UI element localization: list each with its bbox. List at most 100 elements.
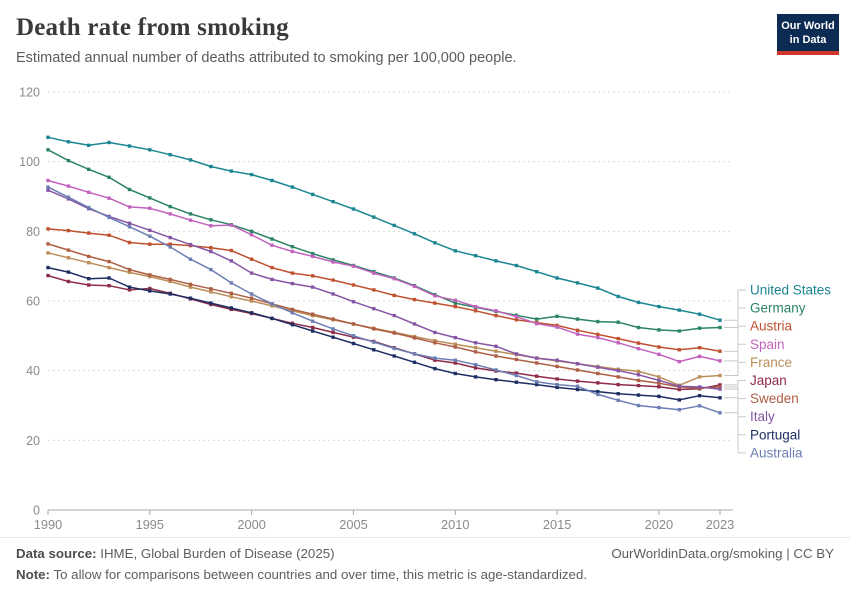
point-italy-2004	[331, 292, 335, 296]
point-france-1991	[66, 256, 71, 260]
point-italy-2012	[494, 344, 498, 348]
point-spain-2023	[718, 359, 722, 363]
point-united-states-2004	[331, 200, 335, 204]
legend-label-japan[interactable]: Japan	[750, 373, 787, 388]
point-japan-2009	[433, 358, 437, 362]
point-italy-1994	[127, 221, 132, 225]
point-portugal-2015	[555, 385, 559, 390]
line-series-sweden[interactable]	[47, 243, 721, 389]
point-united-states-1993	[107, 140, 111, 145]
point-austria-1992	[87, 231, 91, 235]
point-sweden-1999	[229, 291, 233, 295]
line-series-germany[interactable]	[47, 149, 721, 332]
point-austria-2002	[290, 271, 295, 275]
x-tick-label-1995: 1995	[136, 517, 164, 532]
line-series-italy[interactable]	[47, 189, 721, 390]
point-italy-2017	[596, 365, 600, 369]
point-sweden-2000	[249, 296, 254, 300]
point-portugal-2019	[636, 393, 641, 397]
owid-cc-link[interactable]: OurWorldinData.org/smoking | CC BY	[611, 546, 834, 561]
point-italy-2003	[311, 285, 315, 289]
note-value: To allow for comparisons between countri…	[49, 567, 588, 582]
legend-label-spain[interactable]: Spain	[750, 337, 785, 352]
page-title: Death rate from smoking	[16, 14, 289, 41]
owid-logo[interactable]: Our World in Data	[777, 14, 839, 55]
point-austria-1995	[148, 242, 152, 246]
point-germany-2010	[453, 301, 457, 305]
point-spain-2007	[392, 277, 396, 281]
x-tick-label-2010: 2010	[441, 517, 469, 532]
point-spain-2006	[372, 271, 376, 275]
note-label: Note:	[16, 567, 50, 582]
point-portugal-2013	[514, 380, 519, 384]
line-series-portugal[interactable]	[47, 266, 721, 401]
legend-label-sweden[interactable]: Sweden	[750, 391, 799, 406]
point-spain-2017	[596, 335, 600, 340]
point-portugal-1992	[87, 277, 91, 281]
line-series-austria[interactable]	[47, 228, 721, 352]
point-australia-2013	[514, 373, 519, 378]
point-germany-2001	[270, 237, 274, 241]
point-portugal-2011	[473, 375, 478, 379]
point-australia-2014	[535, 380, 539, 384]
point-spain-2010	[453, 298, 457, 302]
point-italy-2014	[535, 356, 539, 360]
line-series-united-states[interactable]	[47, 136, 721, 321]
point-portugal-2010	[453, 371, 457, 376]
legend-leader-germany	[724, 307, 746, 328]
point-spain-2000	[249, 233, 254, 237]
point-united-states-1999	[229, 169, 233, 173]
legend-label-united-states[interactable]: United States	[750, 283, 831, 298]
point-sweden-1995	[148, 273, 152, 277]
point-austria-2019	[636, 341, 641, 345]
point-australia-2011	[473, 363, 478, 367]
point-sweden-2009	[433, 341, 437, 345]
point-japan-1991	[66, 279, 71, 284]
point-australia-1997	[188, 257, 193, 261]
point-portugal-2004	[331, 335, 335, 339]
point-italy-2011	[473, 341, 478, 345]
point-japan-2014	[535, 374, 539, 378]
legend-label-germany[interactable]: Germany	[750, 301, 806, 316]
x-tick-label-2015: 2015	[543, 517, 571, 532]
page-subtitle: Estimated annual number of deaths attrib…	[16, 50, 517, 66]
point-sweden-2007	[392, 331, 396, 335]
legend-label-australia[interactable]: Australia	[750, 445, 803, 460]
point-spain-2014	[535, 321, 539, 326]
point-austria-2023	[718, 349, 722, 353]
line-series-australia[interactable]	[47, 186, 721, 414]
line-series-spain[interactable]	[47, 179, 721, 363]
point-spain-1998	[209, 224, 213, 228]
point-spain-1991	[66, 184, 71, 188]
legend-label-portugal[interactable]: Portugal	[750, 427, 800, 442]
point-austria-1990	[46, 227, 50, 231]
point-portugal-2014	[535, 382, 539, 387]
point-spain-2013	[514, 315, 519, 319]
point-austria-2006	[372, 288, 376, 292]
point-portugal-1994	[127, 285, 132, 289]
y-tick-label-120: 120	[19, 86, 40, 100]
point-sweden-2013	[514, 357, 519, 362]
point-portugal-2012	[494, 378, 498, 382]
point-austria-1993	[107, 233, 111, 237]
legend-label-france[interactable]: France	[750, 355, 792, 370]
point-australia-2000	[249, 292, 254, 296]
point-sweden-2004	[331, 317, 335, 321]
line-series-france[interactable]	[47, 252, 721, 387]
point-australia-1993	[107, 215, 111, 220]
legend-label-italy[interactable]: Italy	[750, 409, 775, 424]
point-italy-2023	[718, 387, 722, 391]
point-italy-2021	[677, 384, 681, 388]
point-austria-1998	[209, 246, 213, 250]
owid-logo-line2: in Data	[789, 34, 827, 46]
point-spain-1992	[87, 190, 91, 194]
point-spain-2005	[351, 264, 356, 268]
point-australia-2001	[270, 302, 274, 306]
point-germany-2019	[636, 325, 641, 330]
point-austria-2021	[677, 348, 681, 352]
point-sweden-2002	[290, 307, 295, 312]
point-australia-1990	[46, 185, 50, 189]
point-portugal-2006	[372, 348, 376, 352]
legend-label-austria[interactable]: Austria	[750, 319, 793, 334]
point-portugal-2020	[657, 394, 661, 399]
